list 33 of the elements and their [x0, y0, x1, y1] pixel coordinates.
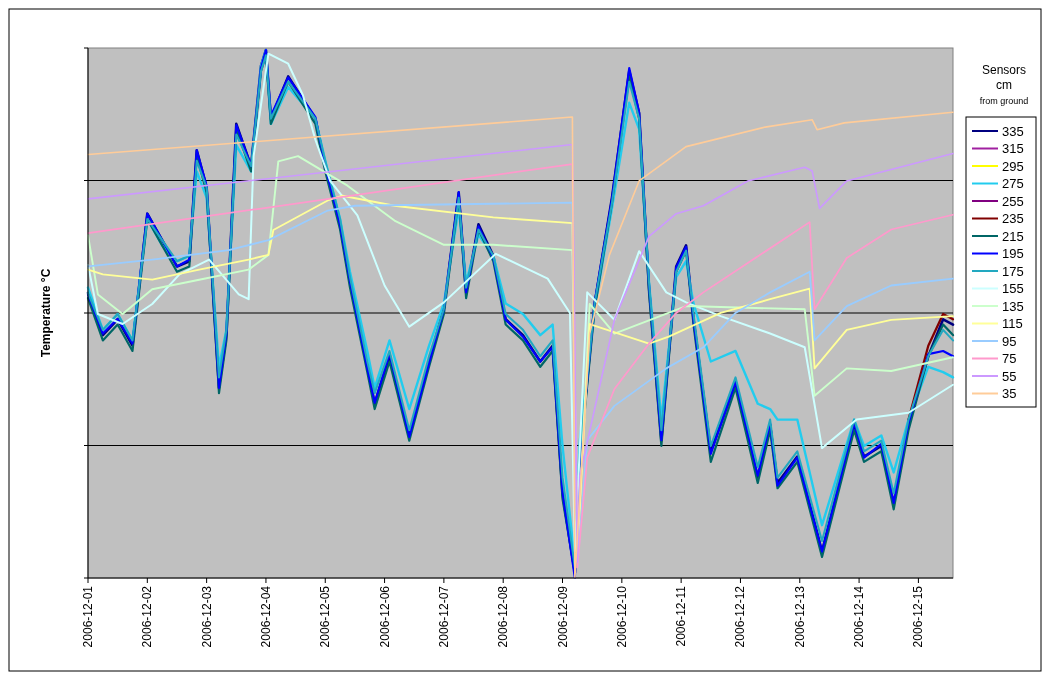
- x-tick-label: 2006-12-09: [555, 585, 570, 648]
- x-tick-label: 2006-12-07: [436, 585, 451, 648]
- x-tick-label: 2006-12-03: [199, 585, 214, 648]
- legend-label: 35: [1002, 386, 1017, 401]
- x-tick-label: 2006-12-02: [140, 585, 155, 648]
- x-tick-label: 2006-12-08: [496, 585, 511, 648]
- legend-label: 155: [1002, 281, 1024, 296]
- legend-label: 315: [1002, 141, 1024, 156]
- x-tick-label: 2006-12-10: [614, 585, 629, 648]
- x-tick-label: 2006-12-06: [377, 585, 392, 648]
- x-tick-label: 2006-12-12: [733, 585, 748, 648]
- legend-label: 95: [1002, 333, 1017, 349]
- legend-label: 215: [1002, 228, 1024, 244]
- legend-label: 275: [1002, 176, 1024, 191]
- legend-label: 235: [1002, 211, 1024, 226]
- x-tick-label: 2006-12-05: [318, 585, 333, 648]
- y-axis-title: Temperature °C: [39, 268, 53, 358]
- x-tick-label: 2006-12-15: [911, 585, 926, 648]
- x-tick-label: 2006-12-11: [674, 585, 689, 647]
- x-tick-label: 2006-12-04: [258, 585, 273, 648]
- legend-label: 195: [1002, 246, 1024, 261]
- legend-label: 175: [1002, 263, 1024, 279]
- legend-label: 295: [1002, 158, 1024, 174]
- legend-title: Sensors cm from ground: [979, 63, 1029, 106]
- x-tick-label: 2006-12-14: [852, 585, 867, 648]
- x-tick-label: 2006-12-13: [792, 585, 807, 648]
- legend-label: 135: [1002, 298, 1024, 314]
- legend-label: 115: [1002, 316, 1023, 331]
- legend-label: 75: [1002, 351, 1017, 366]
- legend-label: 335: [1002, 123, 1024, 139]
- legend-label: 255: [1002, 193, 1024, 209]
- x-tick-label: 2006-12-01: [81, 585, 95, 648]
- legend-label: 55: [1002, 368, 1017, 384]
